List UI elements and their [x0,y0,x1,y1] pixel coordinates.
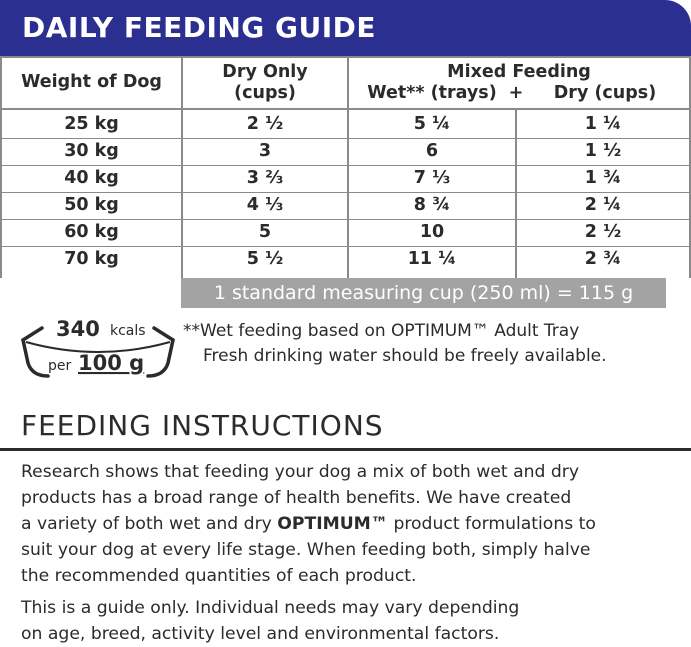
measuring-cup-note: 1 standard measuring cup (250 ml) = 115 … [181,278,666,308]
instructions-title: FEEDING INSTRUCTIONS [21,409,384,442]
calorie-unit: kcals [110,323,146,339]
calorie-value: 340 [56,318,100,341]
cell-weight: 60 kg [64,222,119,242]
calorie-per: per [48,358,72,374]
paragraph-line: suit your dog at every life stage. When … [21,540,591,560]
cell-dry: 2 ¾ [584,249,622,269]
cell-dry-only: 5 [258,222,272,242]
header-dry-only-unit: (cups) [234,83,296,103]
cell-dry-only: 2 ½ [246,114,284,134]
cell-dry-only: 3 ⅔ [246,168,284,188]
paragraph-line: a variety of both wet and dry OPTIMUM™ p… [21,511,596,537]
header-mixed-feeding: Mixed Feeding [447,62,591,82]
brand-name: OPTIMUM™ [277,514,388,534]
cell-dry: 2 ½ [584,222,622,242]
cell-weight: 40 kg [64,168,119,188]
header-weight: Weight of Dog [21,72,162,92]
instructions-divider [0,448,691,451]
cell-weight: 70 kg [64,249,119,269]
cell-wet: 5 ¼ [413,114,451,134]
table-column-divider-2 [347,56,349,278]
cell-weight: 30 kg [64,141,119,161]
header-dry-only: Dry Only [222,62,308,82]
cell-wet: 7 ⅓ [413,168,451,188]
table-row-divider [0,246,691,247]
cell-dry: 2 ¼ [584,195,622,215]
paragraph-text: product formulations to [387,514,596,534]
paragraph-line: products has a broad range of health ben… [21,488,572,508]
table-row-divider [0,219,691,220]
table-row-divider [0,192,691,193]
cell-dry: 1 ½ [584,141,622,161]
header-plus: + [508,83,524,103]
paragraph-line: on age, breed, activity level and enviro… [21,624,500,644]
cell-dry: 1 ¾ [584,168,622,188]
wet-feeding-note: **Wet feeding based on OPTIMUM™ Adult Tr… [183,321,580,341]
cell-wet: 11 ¼ [407,249,457,269]
cell-wet: 6 [425,141,439,161]
table-left-border [0,56,2,278]
measuring-cup-text: 1 standard measuring cup (250 ml) = 115 … [213,282,634,304]
table-header-divider [0,108,691,110]
paragraph-line: This is a guide only. Individual needs m… [21,598,520,618]
paragraph-line: Research shows that feeding your dog a m… [21,462,580,482]
instructions-paragraph-2: This is a guide only. Individual needs m… [21,595,519,647]
table-row-divider [0,165,691,166]
table-column-divider-3 [515,110,517,278]
table-top-border [0,56,691,58]
paragraph-text: a variety of both wet and dry [21,514,278,534]
cell-weight: 50 kg [64,195,119,215]
table-right-border [689,56,691,278]
cell-dry-only: 4 ⅓ [246,195,284,215]
table-column-divider-1 [181,56,183,278]
water-note: Fresh drinking water should be freely av… [203,346,607,366]
calorie-amount: 100 g [78,351,144,375]
cell-dry: 1 ¼ [584,114,622,134]
table-row-divider [0,138,691,139]
calorie-bowl-icon: 340 kcals per 100 g [21,318,175,378]
header-wet: Wet** (trays) [367,83,497,103]
paragraph-line: the recommended quantities of each produ… [21,566,417,586]
instructions-paragraph-1: Research shows that feeding your dog a m… [21,459,596,589]
cell-dry-only: 5 ½ [246,249,284,269]
header-dry: Dry (cups) [553,83,657,103]
cell-weight: 25 kg [64,114,119,134]
page-title: DAILY FEEDING GUIDE [22,11,377,44]
cell-wet: 8 ¾ [413,195,451,215]
cell-wet: 10 [419,222,445,242]
cell-dry-only: 3 [258,141,272,161]
title-banner: DAILY FEEDING GUIDE [0,0,691,56]
